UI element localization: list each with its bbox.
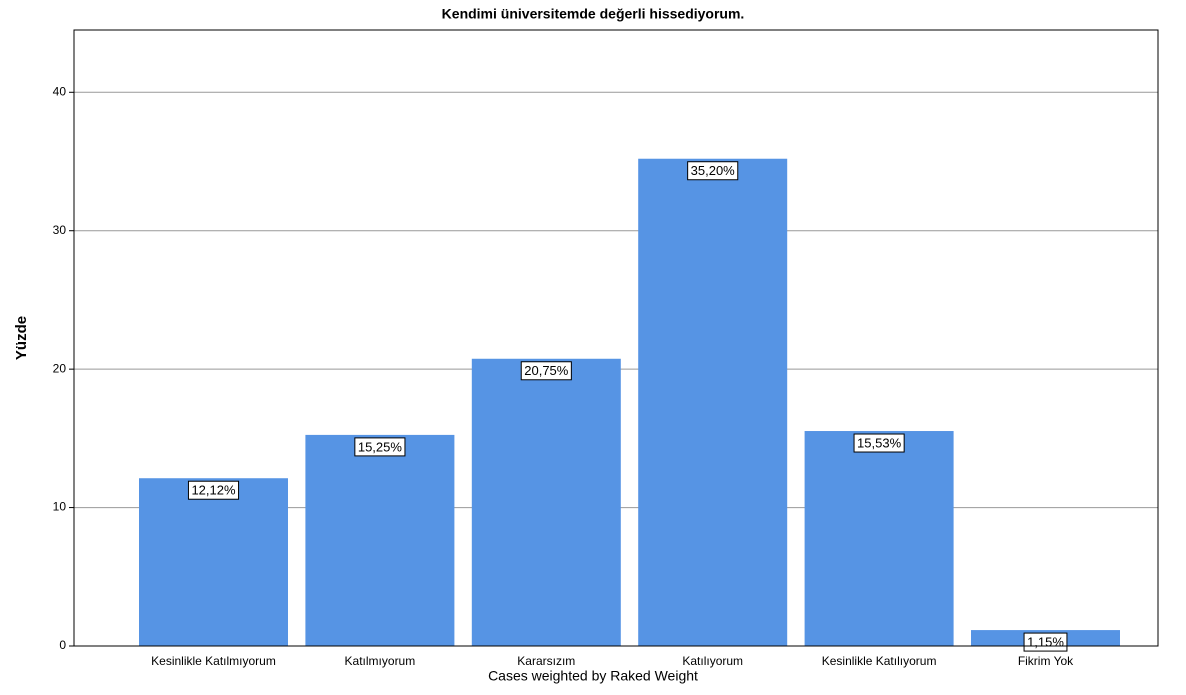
x-tick-label: Kararsızım <box>517 654 575 668</box>
x-tick-label: Fikrim Yok <box>1018 654 1074 668</box>
bar <box>305 434 455 646</box>
value-label-box <box>1023 632 1068 652</box>
value-label-box <box>520 361 572 381</box>
x-tick-label: Kesinlikle Katılmıyorum <box>151 654 276 668</box>
value-label: 12,12% <box>191 483 236 498</box>
footnote: Cases weighted by Raked Weight <box>488 668 698 684</box>
plot-border <box>73 29 1159 647</box>
y-tick-label: 10 <box>53 500 67 514</box>
bar <box>804 431 954 646</box>
y-tick-label: 40 <box>53 84 67 98</box>
x-tick-label: Katılmıyorum <box>345 654 416 668</box>
value-label: 15,25% <box>358 439 403 454</box>
value-label-box <box>187 480 240 500</box>
chart-title: Kendimi üniversitemde değerli hissediyor… <box>442 6 745 22</box>
value-label: 35,20% <box>691 163 736 178</box>
y-axis-label: Yüzde <box>13 316 30 360</box>
bar <box>638 158 788 647</box>
value-label-box <box>687 161 739 181</box>
value-label: 20,75% <box>524 363 569 378</box>
y-tick-label: 30 <box>53 223 67 237</box>
value-label-box <box>354 437 406 457</box>
value-label: 1,15% <box>1027 635 1064 650</box>
value-label: 15,53% <box>857 435 902 450</box>
x-tick-label: Kesinlikle Katılıyorum <box>822 654 937 668</box>
y-tick-label: 20 <box>53 361 67 375</box>
x-tick-label: Katılıyorum <box>682 654 743 668</box>
y-tick-label: 0 <box>59 638 66 652</box>
bar <box>471 358 621 646</box>
bar <box>139 478 288 646</box>
value-label-box <box>853 433 905 453</box>
